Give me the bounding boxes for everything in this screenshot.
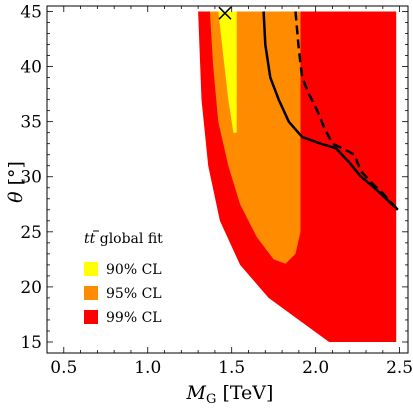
y-tick-label: 45 bbox=[20, 3, 42, 23]
x-tick-label: 1.0 bbox=[134, 358, 161, 378]
x-axis-label: MG [TeV] bbox=[186, 382, 274, 407]
x-axis-ticks: 0.5 1.0 1.5 2.0 2.5 bbox=[46, 6, 413, 378]
x-axis-label-subscript: G bbox=[206, 392, 216, 407]
y-tick-label: 20 bbox=[20, 278, 42, 298]
y-axis-label-unit: [°] bbox=[5, 161, 27, 191]
x-marker bbox=[218, 6, 232, 20]
legend-title: tt global fit bbox=[84, 231, 163, 247]
x-axis-label-main: M bbox=[186, 382, 207, 404]
legend-title-t2: t bbox=[90, 231, 96, 247]
exclusion-curves bbox=[262, 11, 399, 211]
legend-swatch-95 bbox=[84, 286, 98, 300]
legend-swatch-99 bbox=[84, 310, 98, 324]
x-tick-label: 2.5 bbox=[386, 358, 413, 378]
x-axis-label-unit: [TeV] bbox=[216, 382, 273, 404]
legend-swatch-90 bbox=[84, 262, 98, 276]
dashed-curve bbox=[294, 11, 399, 211]
y-tick-label: 25 bbox=[20, 223, 42, 243]
legend-label-90: 90% CL bbox=[106, 262, 162, 278]
legend: tt global fit 90% CL 95% CL 99% CL bbox=[84, 230, 163, 326]
plot-frame bbox=[46, 5, 409, 354]
y-axis-label: θ [°] bbox=[5, 161, 27, 203]
y-tick-label: 40 bbox=[20, 58, 42, 78]
region-90cl bbox=[218, 11, 237, 133]
x-tick-label: 0.5 bbox=[50, 358, 77, 378]
y-axis-label-main: θ bbox=[5, 191, 27, 203]
markers bbox=[218, 6, 232, 20]
plot-area bbox=[198, 6, 399, 342]
legend-title-rest: global fit bbox=[95, 231, 163, 247]
y-tick-label: 35 bbox=[20, 113, 42, 133]
solid-curve bbox=[262, 11, 399, 211]
x-tick-label: 1.5 bbox=[218, 358, 245, 378]
legend-title-t1: t bbox=[84, 231, 90, 247]
x-tick-label: 2.0 bbox=[302, 358, 329, 378]
legend-label-99: 99% CL bbox=[106, 310, 162, 326]
y-axis-ticks: 15 20 25 30 35 40 45 bbox=[20, 3, 408, 354]
confidence-regions bbox=[198, 11, 397, 342]
y-tick-label: 30 bbox=[20, 168, 42, 188]
legend-label-95: 95% CL bbox=[106, 286, 162, 302]
y-tick-label: 15 bbox=[20, 333, 42, 353]
